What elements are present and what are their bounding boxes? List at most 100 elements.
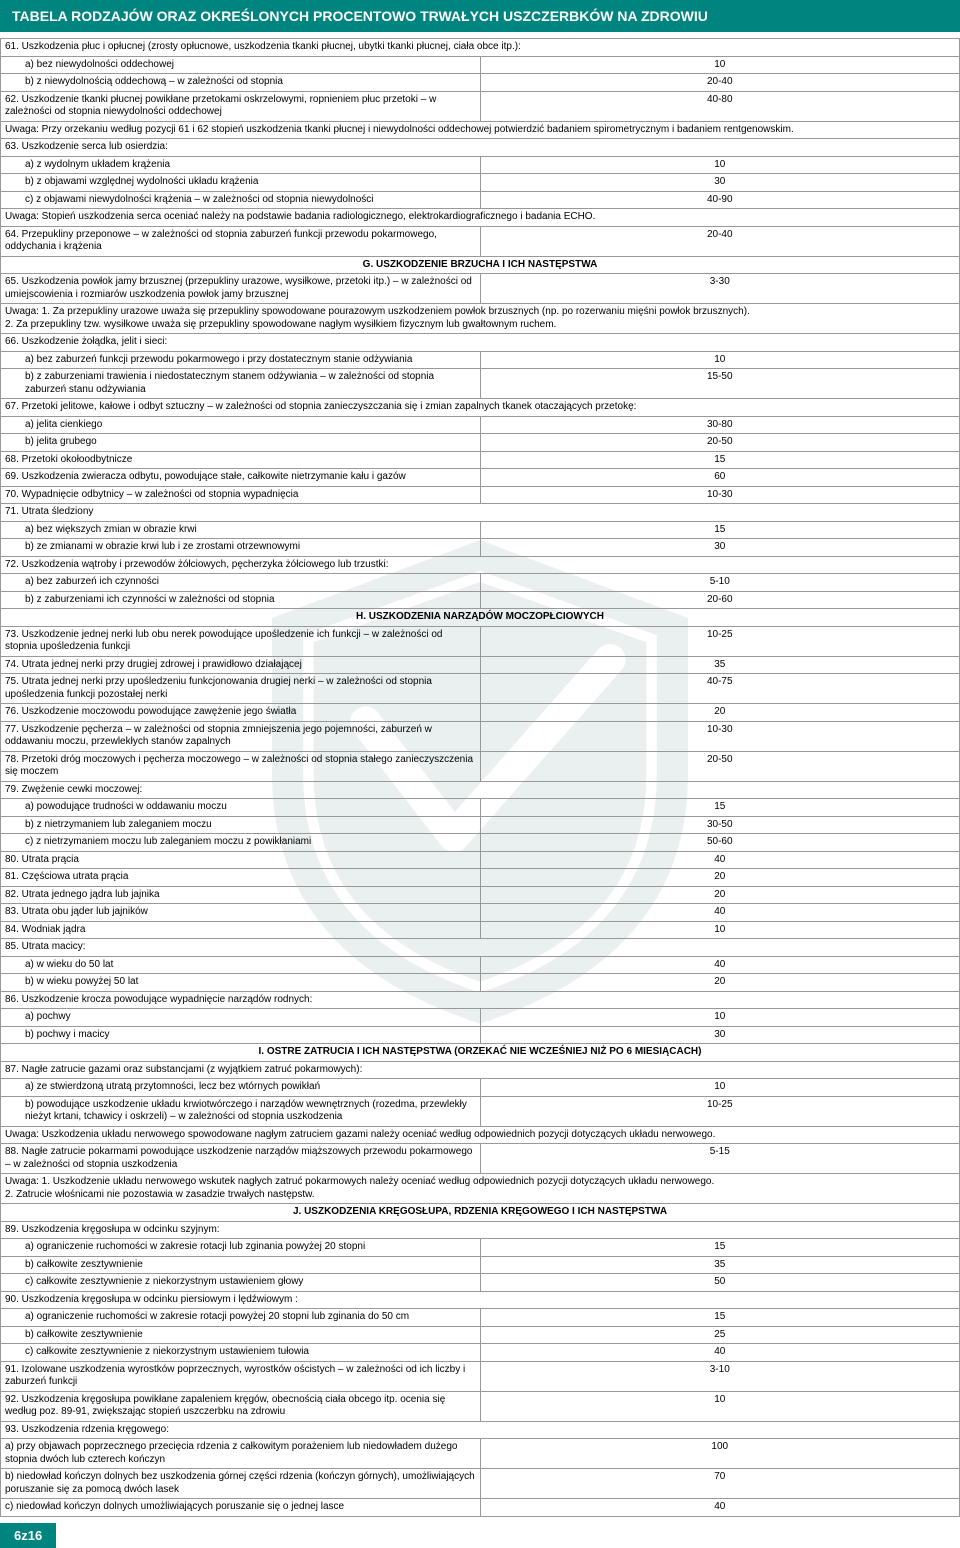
item-value: 20 [480, 886, 960, 904]
table-row: b) ze zmianami w obrazie krwi lub i ze z… [1, 539, 960, 557]
sub-item-label: b) jelita grubego [1, 434, 481, 452]
table-row: 92. Uszkodzenia kręgosłupa powikłane zap… [1, 1391, 960, 1421]
sub-item-label: a) bez zaburzeń ich czynności [1, 574, 481, 592]
table-row: Uwaga: Przy orzekaniu według pozycji 61 … [1, 121, 960, 139]
item-value: 10-25 [480, 626, 960, 656]
full-row-text: Uwaga: 1. Za przepukliny urazowe uważa s… [1, 304, 960, 334]
item-value: 15 [480, 1239, 960, 1257]
item-value: 10 [480, 921, 960, 939]
full-row-text: 87. Nagłe zatrucie gazami oraz substancj… [1, 1061, 960, 1079]
item-label: 81. Częściowa utrata prącia [1, 869, 481, 887]
table-row: c) całkowite zesztywnienie z niekorzystn… [1, 1344, 960, 1362]
table-row: 61. Uszkodzenia płuc i opłucnej (zrosty … [1, 39, 960, 57]
item-value: 50-60 [480, 834, 960, 852]
full-row-text: Uwaga: Przy orzekaniu według pozycji 61 … [1, 121, 960, 139]
item-label: 64. Przepukliny przeponowe – w zależnośc… [1, 226, 481, 256]
table-row: H. USZKODZENIA NARZĄDÓW MOCZOPŁCIOWYCH [1, 609, 960, 627]
table-row: 83. Utrata obu jąder lub jajników40 [1, 904, 960, 922]
table-row: a) ograniczenie ruchomości w zakresie ro… [1, 1239, 960, 1257]
item-value: 50 [480, 1274, 960, 1292]
sub-item-label: b) powodujące uszkodzenie układu krwiotw… [1, 1096, 481, 1126]
table-row: J. USZKODZENIA KRĘGOSŁUPA, RDZENIA KRĘGO… [1, 1204, 960, 1222]
full-row-text: Uwaga: Uszkodzenia układu nerwowego spow… [1, 1126, 960, 1144]
table-row: 81. Częściowa utrata prącia20 [1, 869, 960, 887]
item-value: 100 [480, 1439, 960, 1469]
item-label: 73. Uszkodzenie jednej nerki lub obu ner… [1, 626, 481, 656]
table-row: 78. Przetoki dróg moczowych i pęcherza m… [1, 751, 960, 781]
table-row: a) powodujące trudności w oddawaniu mocz… [1, 799, 960, 817]
table-row: 69. Uszkodzenia zwieracza odbytu, powodu… [1, 469, 960, 487]
table-row: 82. Utrata jednego jądra lub jajnika20 [1, 886, 960, 904]
item-label: 92. Uszkodzenia kręgosłupa powikłane zap… [1, 1391, 481, 1421]
table-row: 89. Uszkodzenia kręgosłupa w odcinku szy… [1, 1221, 960, 1239]
table-row: b) całkowite zesztywnienie25 [1, 1326, 960, 1344]
table-row: a) w wieku do 50 lat40 [1, 956, 960, 974]
full-row-text: 85. Utrata macicy: [1, 939, 960, 957]
table-row: 64. Przepukliny przeponowe – w zależnośc… [1, 226, 960, 256]
item-value: 20 [480, 974, 960, 992]
sub-item-label: b) całkowite zesztywnienie [1, 1326, 481, 1344]
full-row-text: 66. Uszkodzenie żołądka, jelit i sieci: [1, 334, 960, 352]
sub-item-label: c) z objawami niewydolności krążenia – w… [1, 191, 481, 209]
table-row: 88. Nagłe zatrucie pokarmami powodujące … [1, 1144, 960, 1174]
table-row: b) z zaburzeniami trawienia i niedostate… [1, 369, 960, 399]
item-label: 76. Uszkodzenie moczowodu powodujące zaw… [1, 704, 481, 722]
table-row: 93. Uszkodzenia rdzenia kręgowego: [1, 1421, 960, 1439]
table-row: 62. Uszkodzenie tkanki płucnej powikłane… [1, 91, 960, 121]
sub-item-label: a) ze stwierdzoną utratą przytomności, l… [1, 1079, 481, 1097]
table-row: Uwaga: Uszkodzenia układu nerwowego spow… [1, 1126, 960, 1144]
item-label: 83. Utrata obu jąder lub jajników [1, 904, 481, 922]
item-value: 40-80 [480, 91, 960, 121]
full-row-text: 93. Uszkodzenia rdzenia kręgowego: [1, 1421, 960, 1439]
section-heading: G. USZKODZENIE BRZUCHA I ICH NASTĘPSTWA [1, 256, 960, 274]
sub-item-label: b) z nietrzymaniem lub zaleganiem moczu [1, 816, 481, 834]
item-label: 74. Utrata jednej nerki przy drugiej zdr… [1, 656, 481, 674]
table-row: c) z objawami niewydolności krążenia – w… [1, 191, 960, 209]
item-value: 15 [480, 1309, 960, 1327]
table-row: a) jelita cienkiego30-80 [1, 416, 960, 434]
sub-item-label: c) całkowite zesztywnienie z niekorzystn… [1, 1274, 481, 1292]
sub-item-label: a) jelita cienkiego [1, 416, 481, 434]
full-row-text: 63. Uszkodzenie serca lub osierdzia: [1, 139, 960, 157]
page-footer: 6z16 [0, 1523, 56, 1548]
item-value: 15-50 [480, 369, 960, 399]
full-row-text: Uwaga: Stopień uszkodzenia serca oceniać… [1, 209, 960, 227]
sub-item-label: b) z zaburzeniami ich czynności w zależn… [1, 591, 481, 609]
sub-item-label: a) bez niewydolności oddechowej [1, 56, 481, 74]
table-row: a) bez większych zmian w obrazie krwi15 [1, 521, 960, 539]
item-label: 88. Nagłe zatrucie pokarmami powodujące … [1, 1144, 481, 1174]
sub-item-label: a) ograniczenie ruchomości w zakresie ro… [1, 1239, 481, 1257]
table-row: I. OSTRE ZATRUCIA I ICH NASTĘPSTWA (ORZE… [1, 1044, 960, 1062]
item-value: 10 [480, 351, 960, 369]
sub-item-label: a) ograniczenie ruchomości w zakresie ro… [1, 1309, 481, 1327]
table-row: b) powodujące uszkodzenie układu krwiotw… [1, 1096, 960, 1126]
item-value: 20 [480, 869, 960, 887]
table-row: Uwaga: 1. Za przepukliny urazowe uważa s… [1, 304, 960, 334]
item-label: c) niedowład kończyn dolnych umożliwiają… [1, 1499, 481, 1517]
table-row: Uwaga: Stopień uszkodzenia serca oceniać… [1, 209, 960, 227]
full-row-text: 61. Uszkodzenia płuc i opłucnej (zrosty … [1, 39, 960, 57]
item-value: 35 [480, 656, 960, 674]
table-row: G. USZKODZENIE BRZUCHA I ICH NASTĘPSTWA [1, 256, 960, 274]
item-value: 20-50 [480, 751, 960, 781]
table-row: b) z zaburzeniami ich czynności w zależn… [1, 591, 960, 609]
table-row: a) ze stwierdzoną utratą przytomności, l… [1, 1079, 960, 1097]
table-row: 74. Utrata jednej nerki przy drugiej zdr… [1, 656, 960, 674]
table-row: a) bez niewydolności oddechowej10 [1, 56, 960, 74]
item-value: 20-50 [480, 434, 960, 452]
table-row: b) w wieku powyżej 50 lat20 [1, 974, 960, 992]
table-row: 72. Uszkodzenia wątroby i przewodów żółc… [1, 556, 960, 574]
table-row: 67. Przetoki jelitowe, kałowe i odbyt sz… [1, 399, 960, 417]
item-value: 60 [480, 469, 960, 487]
item-label: b) niedowład kończyn dolnych bez uszkodz… [1, 1469, 481, 1499]
table-row: 75. Utrata jednej nerki przy upośledzeni… [1, 674, 960, 704]
full-row-text: 71. Utrata śledziony [1, 504, 960, 522]
sub-item-label: a) z wydolnym układem krążenia [1, 156, 481, 174]
table-row: 68. Przetoki okołoodbytnicze15 [1, 451, 960, 469]
table-row: 91. Izolowane uszkodzenia wyrostków popr… [1, 1361, 960, 1391]
sub-item-label: b) pochwy i macicy [1, 1026, 481, 1044]
table-row: b) niedowład kończyn dolnych bez uszkodz… [1, 1469, 960, 1499]
sub-item-label: a) pochwy [1, 1009, 481, 1027]
table-row: c) całkowite zesztywnienie z niekorzystn… [1, 1274, 960, 1292]
table-row: b) z nietrzymaniem lub zaleganiem moczu3… [1, 816, 960, 834]
